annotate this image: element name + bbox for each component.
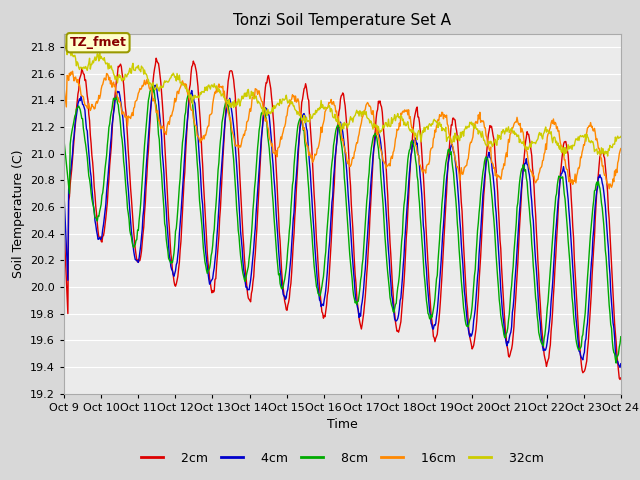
2cm bbox=[428, 312, 435, 318]
Line: 32cm: 32cm bbox=[64, 40, 621, 156]
16cm bbox=[428, 145, 435, 151]
Line: 2cm: 2cm bbox=[64, 58, 621, 380]
Text: TZ_fmet: TZ_fmet bbox=[70, 36, 127, 49]
16cm bbox=[68, 68, 76, 74]
4cm bbox=[185, 102, 193, 108]
8cm bbox=[185, 91, 193, 96]
Legend:   2cm,   4cm,   8cm,   16cm,   32cm: 2cm, 4cm, 8cm, 16cm, 32cm bbox=[136, 447, 549, 469]
32cm bbox=[60, 37, 68, 43]
Y-axis label: Soil Temperature (C): Soil Temperature (C) bbox=[12, 149, 24, 278]
4cm bbox=[214, 217, 222, 223]
32cm bbox=[70, 53, 78, 59]
16cm bbox=[617, 146, 625, 152]
4cm bbox=[428, 320, 435, 326]
2cm bbox=[127, 195, 135, 201]
4cm bbox=[616, 365, 624, 371]
2cm bbox=[70, 136, 78, 142]
8cm bbox=[612, 360, 620, 366]
2cm bbox=[411, 113, 419, 119]
16cm bbox=[60, 84, 68, 90]
8cm bbox=[214, 167, 222, 173]
32cm bbox=[410, 130, 418, 135]
32cm bbox=[617, 133, 625, 139]
2cm bbox=[152, 55, 160, 61]
Line: 16cm: 16cm bbox=[64, 71, 621, 189]
32cm bbox=[184, 87, 192, 93]
Title: Tonzi Soil Temperature Set A: Tonzi Soil Temperature Set A bbox=[234, 13, 451, 28]
4cm bbox=[70, 133, 78, 139]
4cm bbox=[411, 137, 419, 143]
4cm bbox=[127, 228, 135, 234]
2cm bbox=[617, 375, 625, 381]
32cm bbox=[214, 86, 221, 92]
8cm bbox=[411, 150, 419, 156]
16cm bbox=[128, 110, 136, 116]
16cm bbox=[185, 88, 193, 94]
8cm bbox=[70, 118, 78, 123]
2cm bbox=[60, 224, 68, 230]
8cm bbox=[148, 82, 156, 87]
8cm bbox=[127, 234, 135, 240]
32cm bbox=[426, 121, 434, 127]
16cm bbox=[605, 186, 613, 192]
32cm bbox=[127, 71, 135, 76]
Line: 4cm: 4cm bbox=[64, 85, 621, 368]
8cm bbox=[617, 334, 625, 339]
Line: 8cm: 8cm bbox=[64, 84, 621, 363]
2cm bbox=[214, 243, 222, 249]
32cm bbox=[604, 153, 611, 159]
4cm bbox=[60, 191, 68, 196]
16cm bbox=[214, 84, 222, 89]
2cm bbox=[616, 377, 624, 383]
4cm bbox=[152, 82, 160, 88]
8cm bbox=[428, 312, 435, 318]
2cm bbox=[185, 99, 193, 105]
16cm bbox=[71, 75, 79, 81]
X-axis label: Time: Time bbox=[327, 418, 358, 431]
4cm bbox=[617, 361, 625, 367]
16cm bbox=[411, 137, 419, 143]
8cm bbox=[60, 137, 68, 143]
